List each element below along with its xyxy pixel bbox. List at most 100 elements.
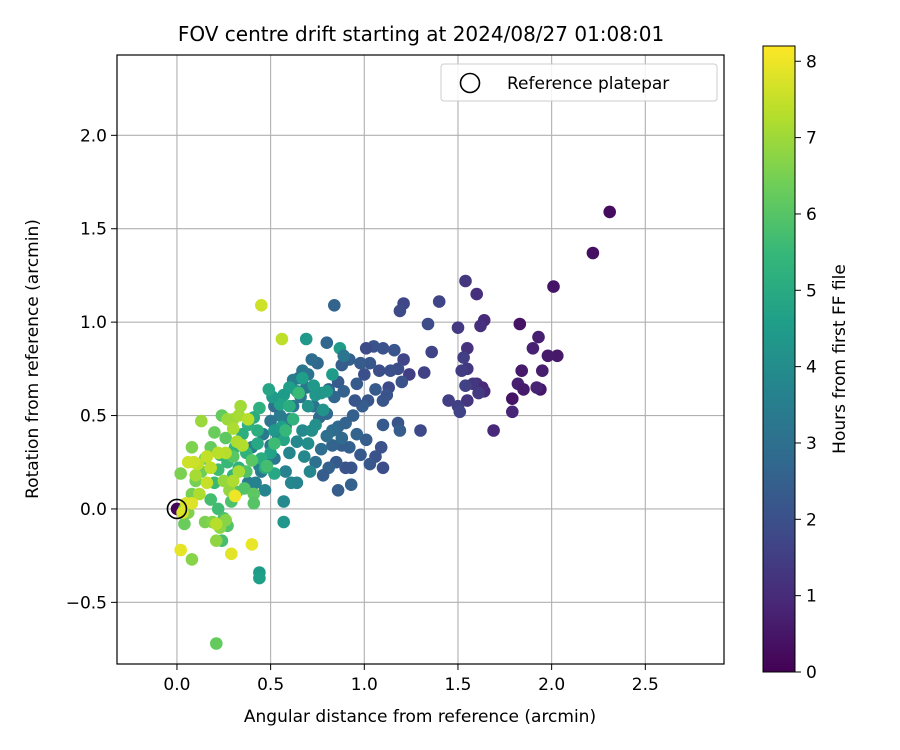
y-tick-label: 0.5	[80, 407, 107, 427]
data-point	[530, 381, 543, 394]
data-point	[251, 424, 264, 437]
data-point	[320, 336, 334, 350]
data-point	[185, 553, 199, 566]
data-point	[245, 454, 259, 467]
chart-title: FOV centre drift starting at 2024/08/27 …	[178, 22, 664, 46]
data-point	[442, 394, 455, 407]
data-point	[251, 437, 264, 450]
data-point	[258, 484, 272, 497]
data-point	[309, 418, 322, 432]
data-point	[451, 321, 465, 335]
data-point	[211, 502, 225, 516]
data-point	[204, 493, 217, 506]
data-point	[234, 399, 247, 413]
data-point	[384, 364, 397, 378]
y-tick-label: 1.0	[80, 313, 107, 333]
data-point	[226, 474, 240, 488]
data-point	[219, 431, 232, 445]
data-point	[344, 478, 358, 492]
x-tick-label: 1.5	[444, 675, 471, 695]
x-axis-ticks: 0.0 0.5 1.0 1.5 2.0 2.5	[163, 664, 659, 695]
data-point	[358, 368, 371, 381]
data-point	[210, 534, 223, 547]
data-point	[376, 418, 390, 432]
data-point	[296, 424, 309, 437]
data-point	[178, 517, 191, 531]
data-point	[210, 517, 223, 531]
data-point	[388, 343, 401, 357]
x-tick-label: 0.5	[257, 675, 284, 695]
data-point	[363, 356, 377, 370]
data-point	[395, 375, 409, 389]
data-point	[273, 409, 287, 422]
data-point	[277, 515, 291, 529]
data-point	[393, 304, 407, 318]
grid	[117, 55, 724, 664]
data-point	[461, 394, 474, 407]
data-point	[303, 465, 317, 478]
data-point	[547, 280, 560, 293]
data-point	[354, 448, 367, 462]
data-point	[453, 405, 467, 419]
data-point	[335, 431, 349, 445]
data-point	[354, 356, 367, 370]
x-tick-label: 1.0	[351, 675, 378, 695]
data-point	[363, 457, 377, 471]
data-point	[277, 495, 291, 508]
data-point	[238, 482, 251, 495]
data-point	[517, 383, 530, 396]
data-point	[374, 441, 388, 454]
data-point	[348, 394, 362, 407]
x-tick-label: 2.0	[538, 675, 565, 695]
data-point	[414, 424, 427, 437]
colorbar-tick-label: 5	[806, 281, 817, 301]
data-point	[515, 364, 528, 378]
data-point	[181, 455, 195, 469]
data-point	[380, 388, 394, 402]
data-point	[296, 371, 309, 385]
data-point	[320, 429, 334, 443]
data-point	[247, 497, 261, 510]
colorbar-tick-label: 3	[806, 434, 817, 454]
data-point	[506, 405, 519, 419]
data-point	[298, 450, 311, 463]
data-point	[314, 442, 328, 456]
x-tick-label: 0.0	[163, 675, 190, 695]
data-point	[210, 637, 223, 650]
data-point	[279, 465, 292, 478]
colorbar-tick-label: 6	[806, 205, 817, 225]
colorbar-tick-label: 7	[806, 129, 817, 149]
data-point	[603, 205, 616, 219]
data-point	[208, 426, 221, 439]
data-point	[200, 476, 214, 490]
data-point	[253, 571, 266, 585]
data-point	[369, 383, 382, 396]
colorbar-tick-label: 8	[806, 52, 817, 72]
data-point	[174, 543, 187, 557]
data-point	[532, 330, 545, 344]
data-point	[283, 446, 296, 460]
data-point	[283, 399, 296, 413]
data-point	[193, 487, 206, 501]
data-point	[320, 385, 334, 398]
data-point	[236, 439, 249, 452]
data-point	[309, 455, 322, 469]
data-point	[305, 353, 319, 366]
y-tick-label: 1.5	[80, 220, 107, 240]
data-point	[373, 364, 386, 378]
data-point	[232, 465, 246, 478]
data-point	[225, 547, 238, 561]
data-point	[292, 386, 306, 400]
data-point	[397, 353, 410, 366]
data-point	[268, 437, 281, 450]
reference-marker-layer	[166, 498, 188, 520]
data-point	[254, 299, 268, 312]
data-point	[299, 332, 313, 346]
data-point	[541, 349, 555, 363]
colorbar-ticks: 0 1 2 3 4 5 6 7 8	[795, 52, 817, 683]
y-tick-label: 0.0	[80, 500, 107, 520]
data-point	[506, 392, 519, 406]
data-point	[487, 424, 500, 437]
data-point	[185, 497, 199, 510]
data-point	[432, 295, 446, 308]
